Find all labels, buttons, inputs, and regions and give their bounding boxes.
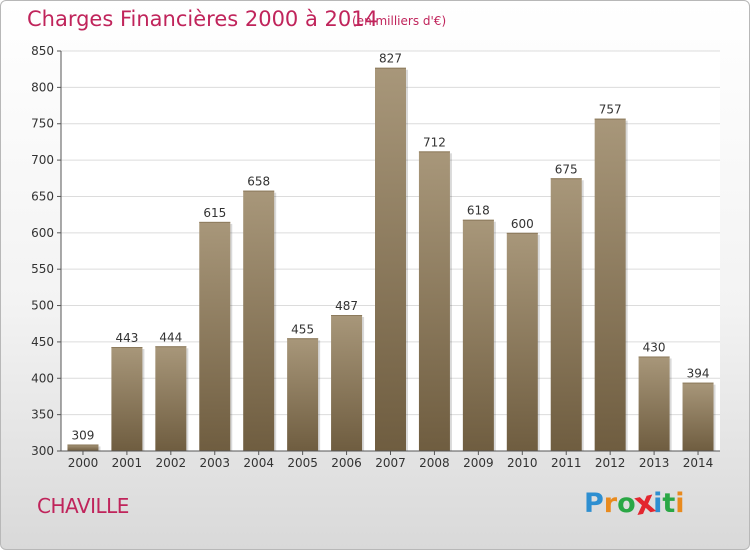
bar (67, 444, 99, 451)
bar (287, 338, 319, 451)
y-tick-label: 550 (31, 262, 54, 276)
y-tick-label: 600 (31, 226, 54, 240)
x-tick-label: 2008 (419, 456, 450, 470)
y-tick-label: 800 (31, 80, 54, 94)
y-tick-label: 300 (31, 444, 54, 458)
x-tick-label: 2012 (595, 456, 626, 470)
commune-name: CHAVILLE (37, 494, 129, 518)
x-tick-label: 2000 (68, 456, 99, 470)
logo-letter: o (617, 488, 636, 519)
value-label: 444 (159, 330, 182, 344)
bar (375, 67, 406, 452)
bars (67, 67, 716, 452)
value-label: 675 (555, 162, 578, 176)
value-label: 712 (423, 135, 446, 149)
value-label: 600 (511, 217, 534, 231)
logo-letter: P (584, 488, 604, 519)
x-tick-label: 2003 (199, 456, 230, 470)
x-tick-label: 2006 (331, 456, 362, 470)
value-label: 455 (291, 322, 314, 336)
value-label: 487 (335, 299, 358, 313)
bar (111, 347, 143, 451)
logo-letter: t (662, 488, 676, 519)
bar (462, 219, 494, 451)
bar (594, 118, 626, 452)
logo-letter: i (675, 488, 685, 519)
value-label: 394 (687, 367, 710, 381)
value-label: 827 (379, 52, 402, 66)
bar (550, 178, 582, 452)
x-tick-labels: 2000 2001 2002 2003 2004 2005 2006 2007 2008 2009… (68, 451, 714, 470)
proxiti-logo: Proxiti (584, 484, 685, 523)
x-tick-label: 2013 (639, 456, 670, 470)
y-tick-label: 850 (31, 44, 54, 58)
x-tick-label: 2007 (375, 456, 406, 470)
logo-letter: r (603, 488, 618, 519)
value-label: 615 (203, 206, 226, 220)
y-tick-label: 700 (31, 153, 54, 167)
bar (638, 356, 670, 451)
value-label: 443 (115, 331, 138, 345)
value-labels: 309 443 444 615 658 455 487 827 712 618 600 675 757 4… (72, 52, 710, 443)
value-label: 757 (599, 103, 622, 117)
bar (682, 382, 714, 451)
bar (506, 232, 538, 451)
x-tick-label: 2010 (507, 456, 538, 470)
x-tick-label: 2004 (243, 456, 274, 470)
logo-letter: i (653, 488, 663, 519)
x-tick-label: 2005 (287, 456, 318, 470)
x-tick-label: 2002 (156, 456, 187, 470)
x-tick-label: 2001 (112, 456, 143, 470)
bar (155, 346, 187, 451)
y-tick-labels: 300 350 400 450 500 550 600 650 700 750 800 850 (31, 44, 54, 458)
y-tick-label: 350 (31, 408, 54, 422)
bar (199, 221, 231, 451)
value-label: 658 (247, 175, 270, 189)
value-label: 618 (467, 204, 490, 218)
y-tick-label: 500 (31, 299, 54, 313)
value-label: 430 (643, 340, 666, 354)
bar (331, 315, 363, 451)
y-tick-label: 450 (31, 335, 54, 349)
y-tick-label: 400 (31, 371, 54, 385)
x-tick-label: 2014 (683, 456, 714, 470)
bar (243, 190, 275, 452)
y-tick-label: 750 (31, 117, 54, 131)
x-tick-label: 2009 (463, 456, 494, 470)
x-tick-label: 2011 (551, 456, 582, 470)
bar (418, 151, 450, 451)
chart-unit: (en milliers d'€) (352, 14, 447, 28)
value-label: 309 (72, 428, 95, 442)
y-tick-label: 650 (31, 189, 54, 203)
chart-title: Charges Financières 2000 à 2014 (27, 7, 378, 31)
